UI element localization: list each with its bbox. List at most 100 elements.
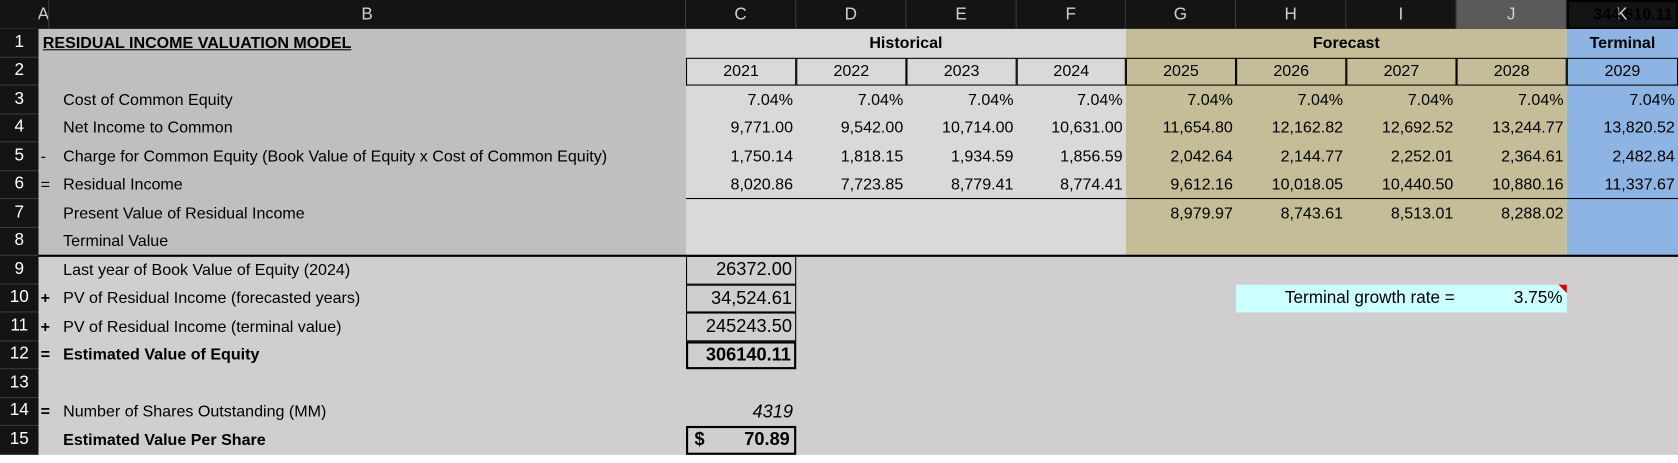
year-header: 2025 xyxy=(1125,57,1237,86)
cell-value: 2,144.77 xyxy=(1280,147,1344,166)
column-header: H xyxy=(1236,0,1347,29)
cell-value: 12,162.82 xyxy=(1271,119,1344,138)
cell-value: 8,288.02 xyxy=(1501,204,1564,223)
cell-value: 8,779.41 xyxy=(950,175,1014,194)
row-label: Charge for Common Equity (Book Value of … xyxy=(63,147,608,166)
year-header: 2023 xyxy=(906,57,1017,86)
cell-value: 2,364.61 xyxy=(1501,147,1564,166)
cell-value: 10,018.05 xyxy=(1271,175,1344,194)
cell-value: 344,610.11 xyxy=(1566,0,1678,29)
cell-value: 26372.00 xyxy=(685,255,797,285)
cell-value: 7.04% xyxy=(1407,90,1454,109)
cell-value: 2,482.84 xyxy=(1612,147,1675,166)
year-header: 2024 xyxy=(1016,57,1126,86)
row-label: Terminal Value xyxy=(63,232,169,251)
column-header: A xyxy=(39,0,50,29)
operator: = xyxy=(40,345,51,365)
year-header: 2026 xyxy=(1236,57,1347,86)
cell-value: 7.04% xyxy=(747,90,794,109)
year-header: 2029 xyxy=(1566,57,1678,86)
cell-value: 70.89 xyxy=(685,425,797,455)
cell-value: 7.04% xyxy=(1297,90,1344,109)
row-header: 15 xyxy=(0,426,39,455)
cell-value: 7.04% xyxy=(1518,90,1564,109)
column-header: J xyxy=(1456,0,1567,29)
period-header: Historical xyxy=(869,33,943,53)
column-header: E xyxy=(906,0,1017,29)
cell-value: 12,692.52 xyxy=(1381,119,1454,138)
cell-value: 8,979.97 xyxy=(1170,204,1233,223)
row-label: PV of Residual Income (forecasted years) xyxy=(63,289,361,308)
cell-value: 8,774.41 xyxy=(1060,175,1123,194)
cell-value: 9,612.16 xyxy=(1170,175,1233,194)
comment-marker xyxy=(1558,284,1567,293)
row-header: 5 xyxy=(0,142,39,171)
row-label: Estimated Value Per Share xyxy=(63,431,266,450)
divider xyxy=(685,197,1678,200)
row-header: 11 xyxy=(0,312,39,341)
row-header: 12 xyxy=(0,341,39,370)
row-label: Net Income to Common xyxy=(63,119,233,138)
operator: + xyxy=(40,289,51,308)
cell-value: 13,244.77 xyxy=(1492,119,1564,138)
cell-value: 1,856.59 xyxy=(1060,147,1123,166)
growth-rate-label: Terminal growth rate = xyxy=(1284,288,1455,307)
column-header: I xyxy=(1346,0,1457,29)
cell-value: 7,723.85 xyxy=(840,175,904,194)
row-header: 10 xyxy=(0,284,39,313)
row-header: 4 xyxy=(0,114,39,143)
cell-value: 10,631.00 xyxy=(1051,119,1123,138)
row-header: 7 xyxy=(0,199,39,228)
cell-value: 2,042.64 xyxy=(1170,147,1233,166)
operator: = xyxy=(40,175,51,194)
cell-value: 10,880.16 xyxy=(1492,175,1564,194)
row-label: Residual Income xyxy=(63,175,183,194)
label-region xyxy=(38,28,686,256)
cell-value: 10,714.00 xyxy=(942,119,1014,138)
row-label: Present Value of Residual Income xyxy=(63,204,305,223)
year-header: 2021 xyxy=(685,57,797,86)
cell-value: 8,513.01 xyxy=(1390,204,1454,223)
header-bar xyxy=(0,0,1678,29)
cell-value: 9,771.00 xyxy=(730,119,794,138)
year-header: 2028 xyxy=(1456,57,1567,86)
cell-value: 1,818.15 xyxy=(840,147,904,166)
operator: = xyxy=(40,402,51,421)
row-header: 1 xyxy=(0,29,39,58)
row-header: 9 xyxy=(0,256,39,285)
row-label: Estimated Value of Equity xyxy=(63,345,260,365)
row-label: Cost of Common Equity xyxy=(63,90,233,109)
cell-value: 10,440.50 xyxy=(1381,175,1454,194)
cell-value: 7.04% xyxy=(1629,90,1675,109)
cell-value: 1,934.59 xyxy=(950,147,1014,166)
divider xyxy=(38,254,1678,257)
operator: - xyxy=(40,147,47,166)
cell-value: 245243.50 xyxy=(685,312,797,341)
row-header-bar xyxy=(0,28,39,455)
currency: $ xyxy=(694,429,705,450)
operator: + xyxy=(40,317,51,336)
column-header: G xyxy=(1126,0,1237,29)
row-header: 6 xyxy=(0,171,39,200)
cell-value: 7.04% xyxy=(857,90,904,109)
row-label: Last year of Book Value of Equity (2024) xyxy=(63,260,351,280)
column-header: F xyxy=(1017,0,1126,29)
cell-value: 9,542.00 xyxy=(840,119,904,138)
period-header: Forecast xyxy=(1312,33,1380,53)
cell-value: 7.04% xyxy=(967,90,1014,109)
year-header: 2027 xyxy=(1346,57,1457,86)
cell-value: 7.04% xyxy=(1077,90,1123,109)
year-header: 2022 xyxy=(796,57,907,86)
terminal-region xyxy=(1566,28,1678,256)
cell-value: 7.04% xyxy=(1187,90,1233,109)
growth-rate-box xyxy=(1236,284,1567,313)
cell-value: 34,524.61 xyxy=(685,284,797,313)
cell-value: 8,743.61 xyxy=(1280,204,1344,223)
cell-value: 306140.11 xyxy=(685,340,797,370)
row-header: 3 xyxy=(0,86,39,114)
row-header: 14 xyxy=(0,398,39,426)
title: RESIDUAL INCOME VALUATION MODEL xyxy=(42,33,352,53)
row-label: Number of Shares Outstanding (MM) xyxy=(63,402,327,421)
cell-value: 4319 xyxy=(752,401,794,422)
cell-value: 8,020.86 xyxy=(730,175,794,194)
